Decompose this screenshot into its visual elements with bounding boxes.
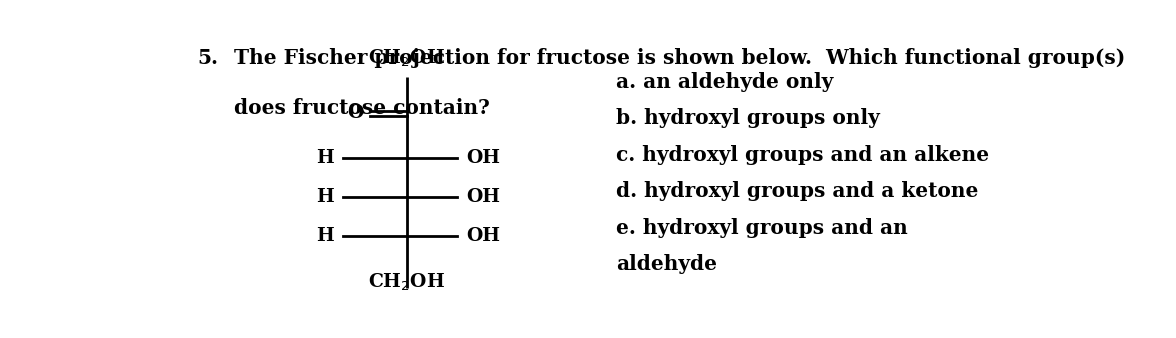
Text: OH: OH — [466, 188, 500, 206]
Text: OH: OH — [466, 149, 500, 167]
Text: a. an aldehyde only: a. an aldehyde only — [616, 72, 834, 92]
Text: O: O — [347, 104, 363, 122]
Text: b. hydroxyl groups only: b. hydroxyl groups only — [616, 108, 880, 128]
Text: The Fischer projection for fructose is shown below.  Which functional group(s): The Fischer projection for fructose is s… — [234, 48, 1124, 68]
Text: CH$_2$OH: CH$_2$OH — [368, 272, 446, 293]
Text: does fructose contain?: does fructose contain? — [234, 98, 489, 118]
Text: c. hydroxyl groups and an alkene: c. hydroxyl groups and an alkene — [616, 145, 989, 165]
Text: 5.: 5. — [198, 48, 218, 68]
Text: d. hydroxyl groups and a ketone: d. hydroxyl groups and a ketone — [616, 181, 978, 201]
Text: H: H — [316, 227, 334, 245]
Text: aldehyde: aldehyde — [616, 254, 717, 274]
Text: e. hydroxyl groups and an: e. hydroxyl groups and an — [616, 218, 908, 238]
Text: OH: OH — [466, 227, 500, 245]
Text: CH$_2$OH: CH$_2$OH — [368, 48, 446, 69]
Text: H: H — [316, 188, 334, 206]
Text: H: H — [316, 149, 334, 167]
